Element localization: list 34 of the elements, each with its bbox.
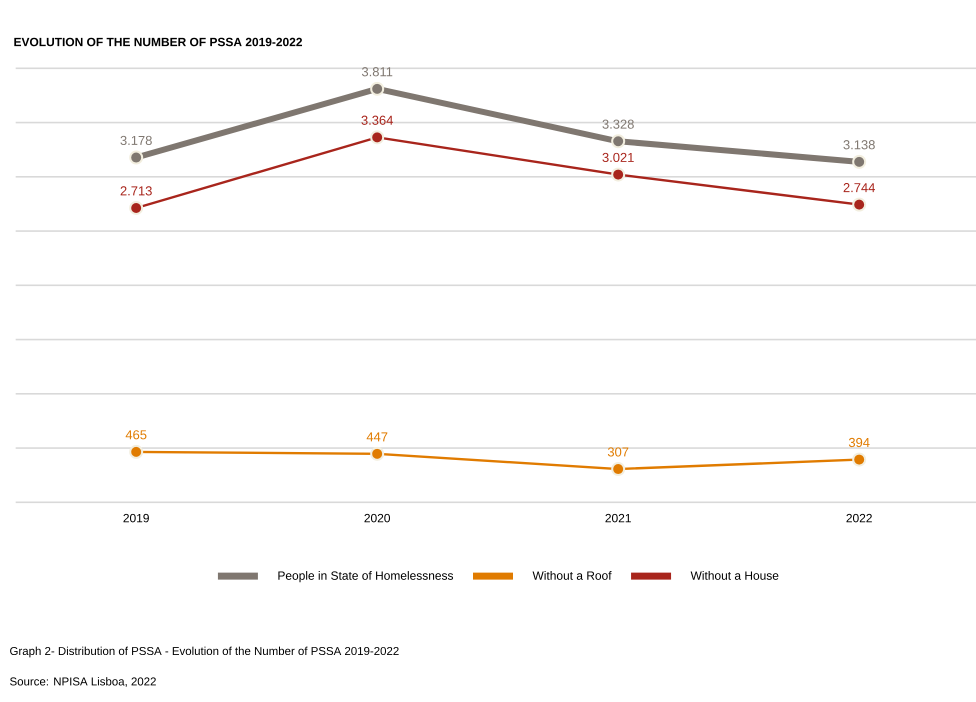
data-label: 3.328 [602,120,634,129]
point [852,154,866,169]
point [370,446,384,461]
x-tick-label: 2022 [846,514,872,522]
point [129,200,144,215]
data-label: 3.021 [602,152,634,162]
x-tick-label: 2021 [605,514,631,522]
data-label: 447 [366,432,388,442]
caption: Graph 2- Distribution of PSSA - Evolution of the Number of PSSA 2019-2022 [10,646,399,658]
legend-label: People in State of Homelessness [278,571,454,582]
legend-label: Without a Roof [532,571,612,580]
point [611,168,626,182]
point [129,150,144,165]
data-label: 465 [126,430,146,440]
point [129,444,144,459]
data-label: 3.811 [362,67,392,76]
source-note: Source: NPISA Lisboa, 2022 [10,677,156,687]
point [611,462,626,476]
chart-title: EVOLUTION OF THE NUMBER OF PSSA 2019-2022 [14,38,302,46]
data-label: 3.178 [120,136,152,146]
data-label: 2.713 [120,186,152,196]
point [370,130,384,144]
data-label: 3.138 [843,140,875,150]
point [852,452,866,467]
data-label: 3.364 [361,116,393,125]
point [370,82,384,96]
x-tick-label: 2020 [364,514,390,522]
legend-label: Without a House [690,571,778,580]
data-label: 307 [608,447,628,457]
data-label: 394 [848,438,870,448]
x-tick-label: 2019 [123,514,149,522]
point [852,198,866,212]
data-label: 2.744 [844,183,876,192]
point [611,134,626,148]
